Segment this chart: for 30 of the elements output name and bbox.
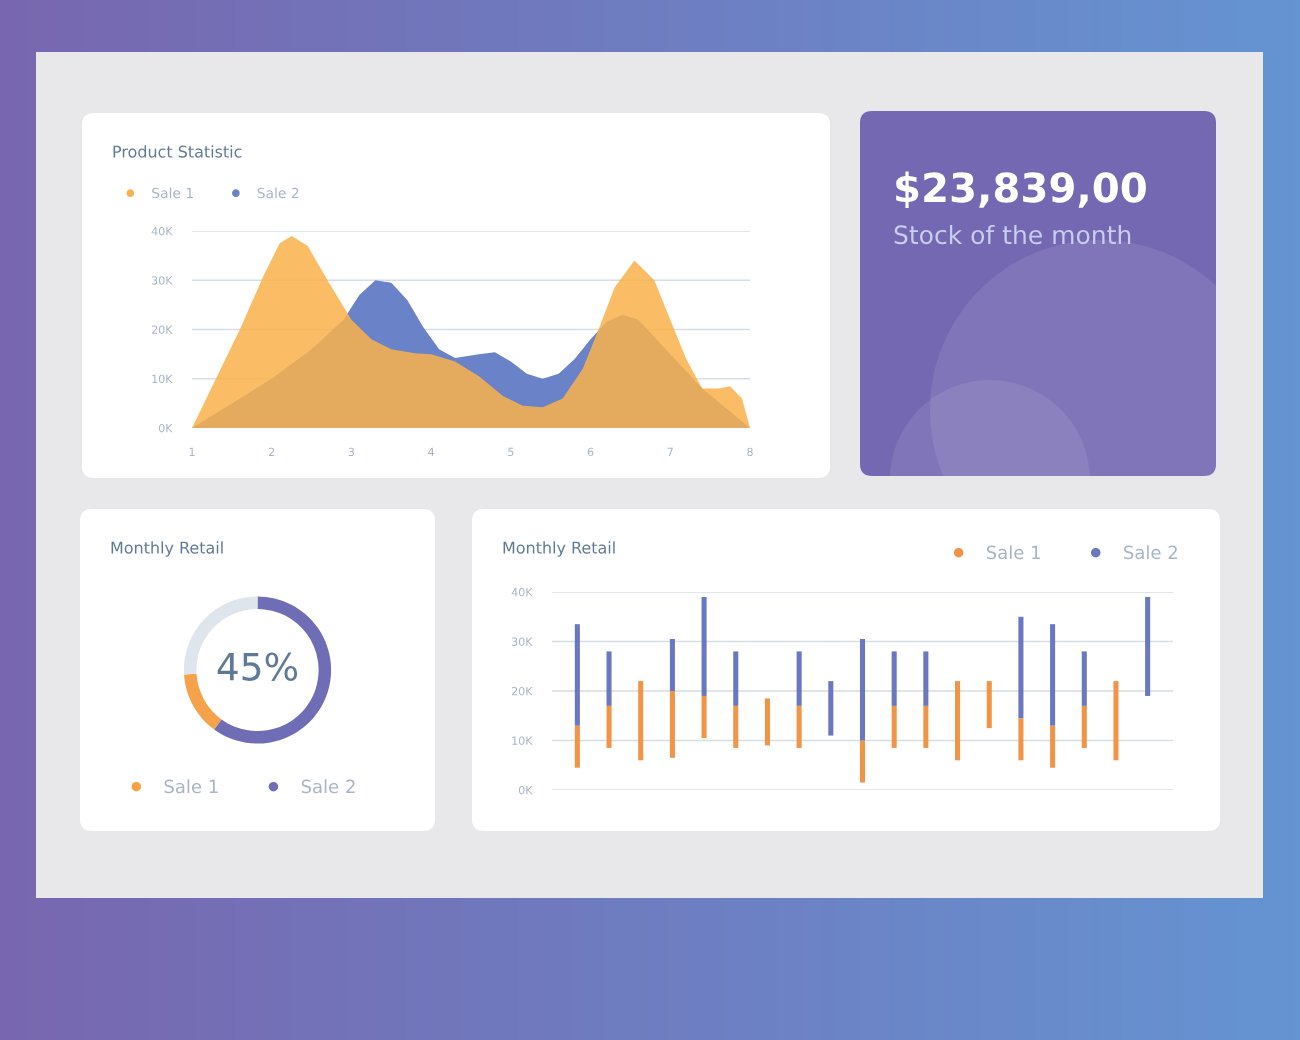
text: 45% [217, 652, 298, 681]
y-tick-label: 20K [511, 686, 533, 696]
y-tick-label: 30K [151, 276, 173, 285]
x-tick-label: 4 [428, 447, 435, 456]
x-tick-label: 5 [508, 447, 514, 457]
x-tick-label: 3 [348, 447, 355, 457]
text: $23,839,00 [896, 171, 1146, 209]
x-tick-label: 2 [268, 447, 275, 456]
y-tick-label: 0K [158, 423, 173, 433]
legend-label: Sale 2 [301, 779, 355, 794]
legend-label: Sale 1 [152, 187, 193, 199]
y-tick-label: 10K [152, 374, 173, 384]
y-tick-label: 30K [511, 637, 533, 646]
text: Stock of the month [894, 224, 1131, 245]
legend-label: Sale 2 [257, 187, 299, 199]
y-tick-label: 20K [151, 325, 173, 334]
y-tick-label: 10K [512, 736, 533, 745]
legend-label: Sale 1 [986, 545, 1040, 560]
legend-label: Sale 1 [164, 779, 218, 794]
y-tick-label: 40K [511, 587, 533, 597]
x-tick-label: 8 [747, 447, 753, 457]
x-tick-label: 6 [587, 447, 594, 457]
chart-title: Monthly Retail [111, 541, 223, 557]
x-tick-label: 1 [189, 447, 195, 456]
x-tick-label: 7 [667, 447, 673, 456]
legend-label: Sale 2 [1124, 545, 1177, 560]
chart-title: Product Statistic [113, 145, 242, 158]
y-tick-label: 0K [518, 785, 533, 795]
y-tick-label: 40K [151, 226, 173, 236]
chart-title: Monthly Retail [503, 541, 615, 557]
